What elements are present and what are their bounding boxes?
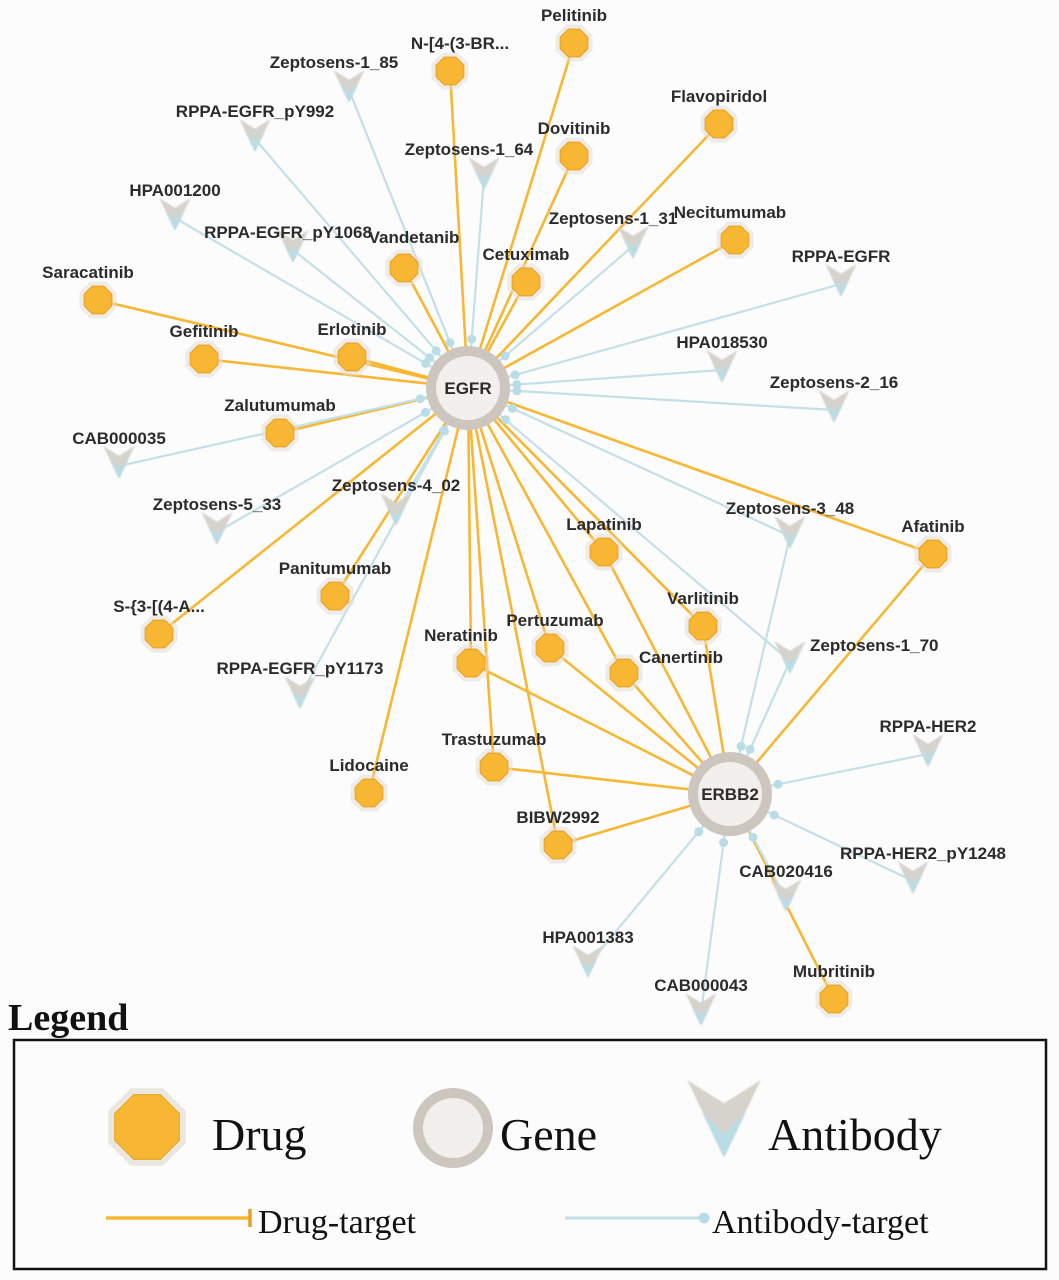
svg-text:Pertuzumab: Pertuzumab <box>506 611 603 630</box>
svg-text:Neratinib: Neratinib <box>424 626 498 645</box>
svg-text:BIBW2992: BIBW2992 <box>516 808 599 827</box>
svg-text:N-[4-(3-BR...: N-[4-(3-BR... <box>411 34 509 53</box>
svg-text:Necitumumab: Necitumumab <box>674 203 786 222</box>
svg-text:Mubritinib: Mubritinib <box>793 962 875 981</box>
svg-text:Drug: Drug <box>212 1109 307 1160</box>
svg-text:EGFR: EGFR <box>444 379 491 398</box>
svg-text:Cetuximab: Cetuximab <box>483 245 570 264</box>
svg-text:Zeptosens-1_31: Zeptosens-1_31 <box>549 209 678 228</box>
svg-text:Lapatinib: Lapatinib <box>566 515 642 534</box>
svg-text:Panitumumab: Panitumumab <box>279 559 391 578</box>
svg-text:Gefitinib: Gefitinib <box>170 322 239 341</box>
svg-text:Legend: Legend <box>8 997 128 1039</box>
svg-text:Zeptosens-3_48: Zeptosens-3_48 <box>726 499 855 518</box>
svg-text:Flavopiridol: Flavopiridol <box>671 87 767 106</box>
svg-text:Erlotinib: Erlotinib <box>318 320 387 339</box>
svg-text:Gene: Gene <box>500 1109 597 1160</box>
svg-text:RPPA-EGFR: RPPA-EGFR <box>792 247 891 266</box>
svg-text:RPPA-EGFR_pY1173: RPPA-EGFR_pY1173 <box>217 659 384 678</box>
svg-text:CAB000043: CAB000043 <box>654 976 748 995</box>
svg-text:Trastuzumab: Trastuzumab <box>442 730 547 749</box>
svg-text:RPPA-HER2_pY1248: RPPA-HER2_pY1248 <box>840 844 1006 863</box>
svg-text:Canertinib: Canertinib <box>639 648 723 667</box>
svg-text:CAB000035: CAB000035 <box>72 429 166 448</box>
svg-text:Zeptosens-2_16: Zeptosens-2_16 <box>770 373 899 392</box>
svg-text:ERBB2: ERBB2 <box>701 785 759 804</box>
svg-text:Zeptosens-1_64: Zeptosens-1_64 <box>405 140 534 159</box>
svg-text:Zeptosens-5_33: Zeptosens-5_33 <box>153 495 282 514</box>
svg-text:Saracatinib: Saracatinib <box>42 263 134 282</box>
svg-text:Zeptosens-4_02: Zeptosens-4_02 <box>332 476 461 495</box>
svg-text:Dovitinib: Dovitinib <box>538 119 611 138</box>
svg-text:Zalutumumab: Zalutumumab <box>224 396 335 415</box>
svg-text:Zeptosens-1_85: Zeptosens-1_85 <box>270 53 399 72</box>
svg-text:RPPA-EGFR_pY1068: RPPA-EGFR_pY1068 <box>204 223 372 242</box>
svg-text:Drug-target: Drug-target <box>258 1204 417 1241</box>
svg-text:Varlitinib: Varlitinib <box>667 589 739 608</box>
svg-text:HPA018530: HPA018530 <box>676 333 767 352</box>
svg-text:HPA001200: HPA001200 <box>129 181 220 200</box>
svg-text:HPA001383: HPA001383 <box>542 928 633 947</box>
svg-text:Lidocaine: Lidocaine <box>329 756 408 775</box>
svg-text:Vandetanib: Vandetanib <box>369 228 460 247</box>
svg-text:RPPA-EGFR_pY992: RPPA-EGFR_pY992 <box>176 102 334 121</box>
svg-text:S-{3-[(4-A...: S-{3-[(4-A... <box>113 597 205 616</box>
svg-text:Antibody-target: Antibody-target <box>712 1204 929 1241</box>
svg-text:CAB020416: CAB020416 <box>739 862 833 881</box>
svg-text:Pelitinib: Pelitinib <box>541 6 607 25</box>
svg-text:RPPA-HER2: RPPA-HER2 <box>880 717 977 736</box>
svg-text:Zeptosens-1_70: Zeptosens-1_70 <box>810 636 939 655</box>
svg-text:Antibody: Antibody <box>768 1109 942 1160</box>
svg-text:Afatinib: Afatinib <box>901 517 964 536</box>
